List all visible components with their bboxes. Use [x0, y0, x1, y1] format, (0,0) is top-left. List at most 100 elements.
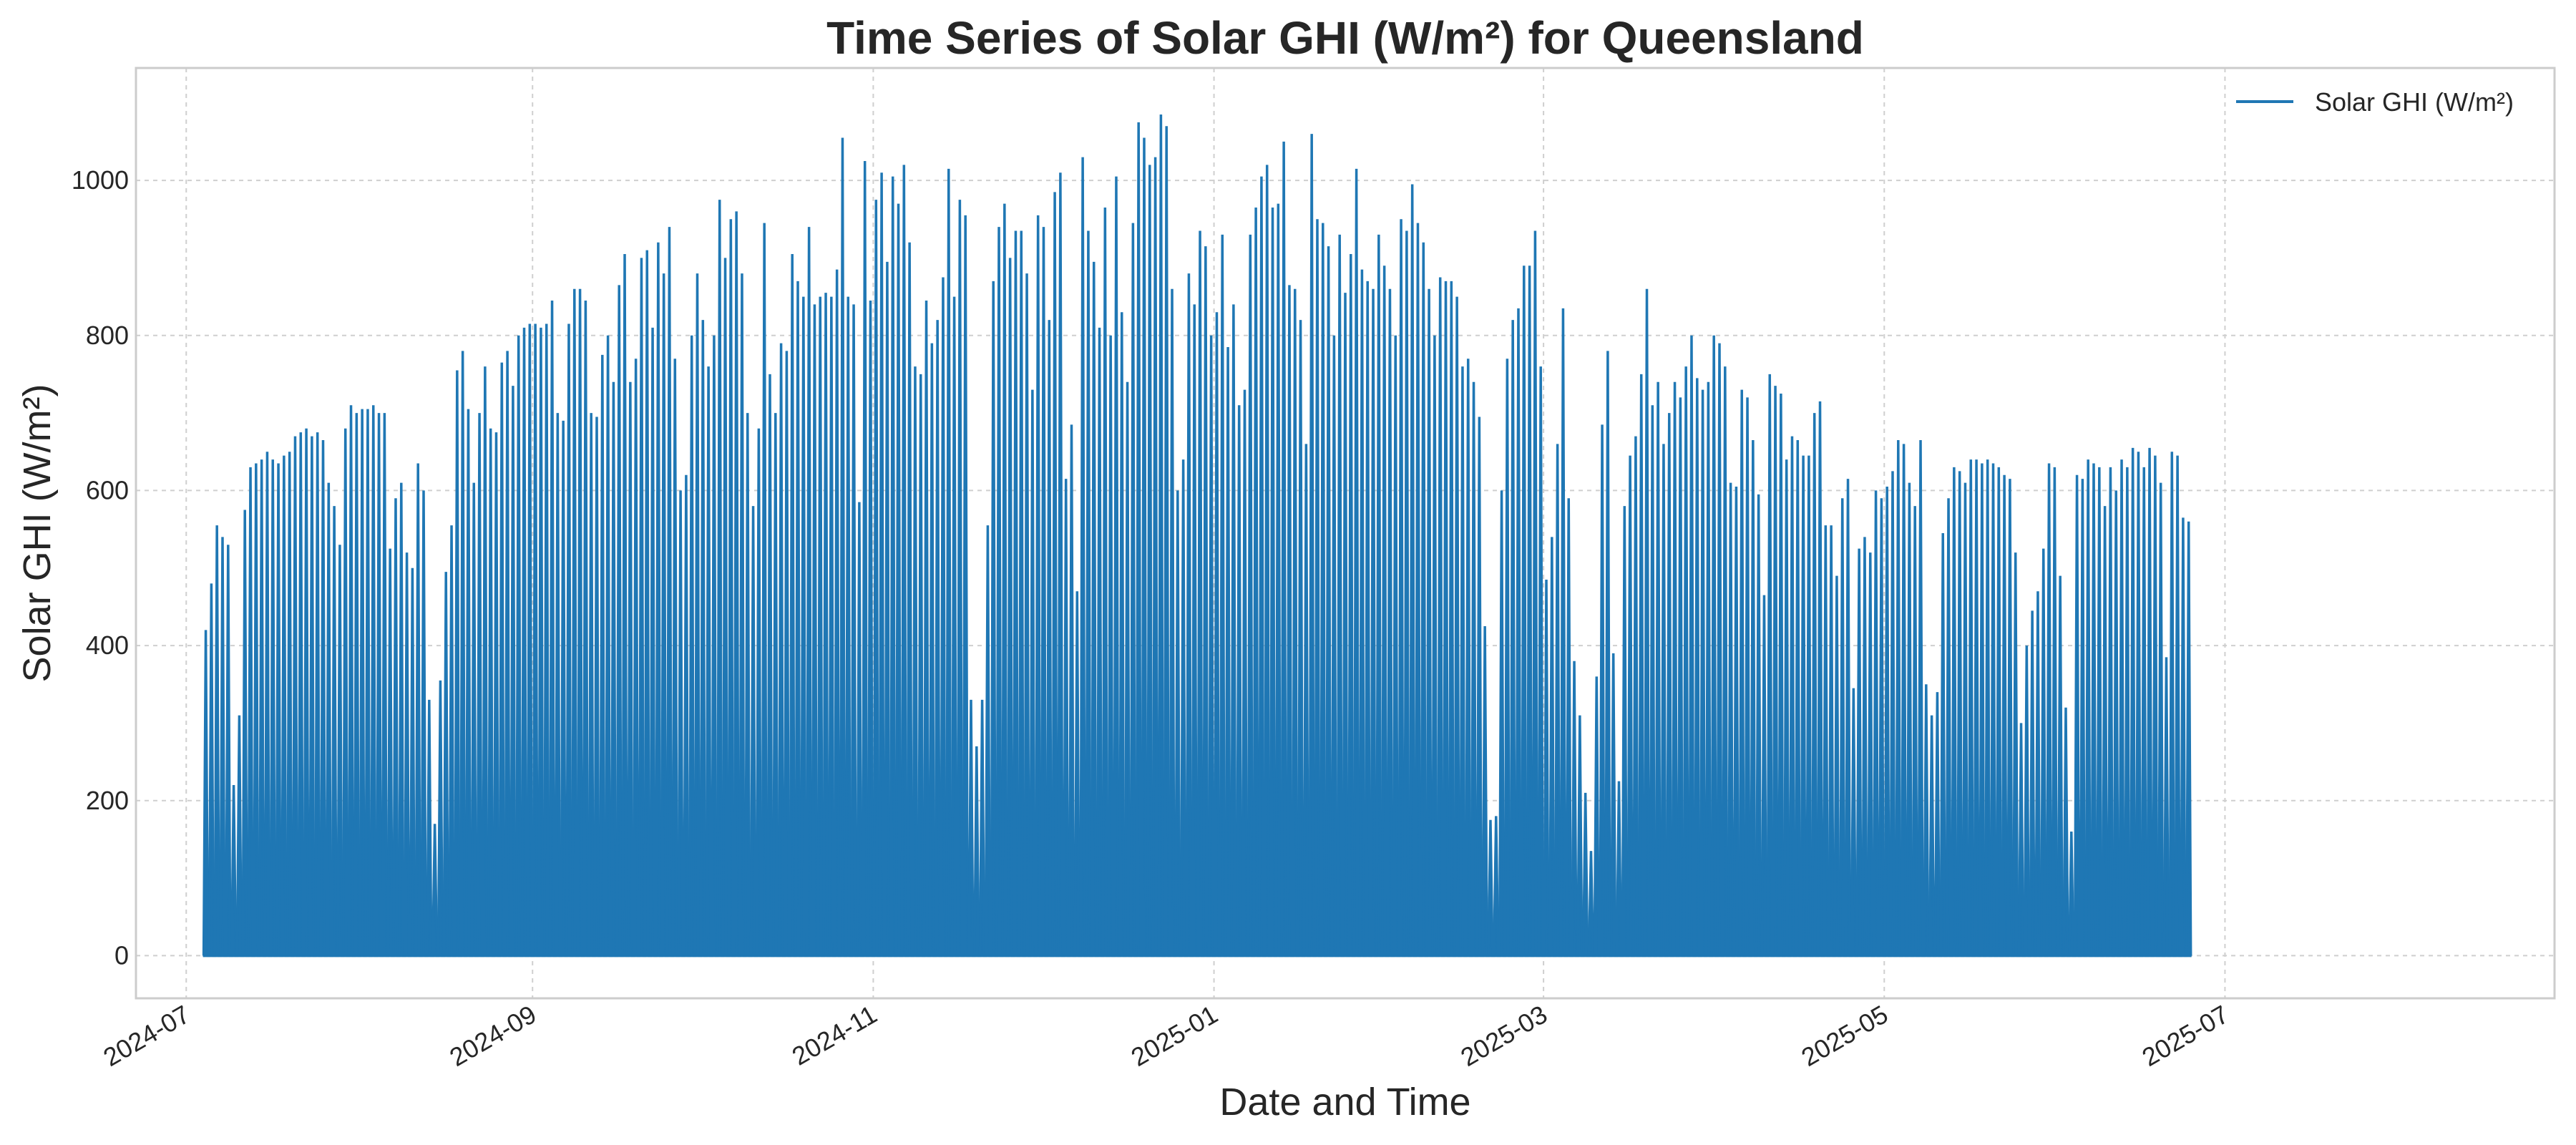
daily-ghi-peak	[839, 137, 847, 958]
daily-ghi-peak	[805, 227, 813, 958]
daily-ghi-peak	[1810, 413, 1818, 958]
daily-ghi-peak	[627, 381, 634, 958]
daily-ghi-peak	[1643, 288, 1651, 958]
daily-ghi-peak	[1872, 490, 1880, 958]
daily-ghi-peak	[934, 320, 941, 958]
daily-ghi-peak	[537, 327, 545, 958]
daily-ghi-peak	[1744, 397, 1751, 958]
daily-ghi-peak	[660, 273, 668, 958]
daily-ghi-peak	[1091, 261, 1098, 958]
daily-ghi-peak	[693, 273, 701, 958]
daily-ghi-peak	[1526, 265, 1533, 958]
daily-ghi-peak	[1375, 234, 1382, 958]
daily-ghi-peak	[1364, 281, 1371, 958]
daily-ghi-peak	[509, 386, 517, 958]
daily-ghi-peak	[1213, 312, 1221, 958]
daily-ghi-peak	[1559, 308, 1567, 958]
daily-ghi-peak	[1487, 819, 1494, 958]
daily-ghi-peak	[381, 413, 389, 958]
daily-ghi-peak	[1408, 184, 1416, 958]
daily-ghi-peak	[1609, 653, 1617, 958]
daily-ghi-peak	[1839, 498, 1846, 958]
daily-ghi-peak	[1246, 234, 1254, 958]
x-tick-label: 2025-03	[1455, 999, 1552, 1072]
daily-ghi-peak	[1493, 816, 1500, 958]
daily-ghi-peak	[1034, 215, 1042, 958]
daily-ghi-peak	[1710, 335, 1717, 958]
daily-ghi-peak	[1794, 439, 1801, 958]
daily-ghi-peak	[476, 413, 483, 958]
daily-ghi-peak	[1531, 230, 1539, 958]
daily-ghi-peak	[643, 250, 650, 958]
data-series	[202, 114, 2192, 958]
daily-ghi-peak	[1677, 397, 1684, 958]
daily-ghi-peak	[426, 699, 433, 958]
daily-ghi-peak	[1459, 366, 1466, 958]
daily-ghi-peak	[571, 288, 578, 958]
daily-ghi-peak	[1816, 401, 1824, 958]
daily-ghi-peak	[2045, 463, 2053, 958]
daily-ghi-peak	[1581, 792, 1589, 958]
daily-ghi-peak	[995, 227, 1002, 958]
daily-ghi-peak	[2157, 482, 2165, 958]
daily-ghi-peak	[2029, 610, 2036, 958]
daily-ghi-peak	[900, 165, 908, 958]
daily-ghi-peak	[1923, 684, 1930, 958]
daily-ghi-peak	[973, 746, 980, 958]
daily-ghi-peak	[1264, 165, 1271, 958]
daily-ghi-peak	[1308, 134, 1315, 958]
daily-ghi-peak	[1196, 230, 1204, 958]
daily-ghi-peak	[2101, 506, 2109, 958]
daily-ghi-peak	[2012, 552, 2019, 958]
daily-ghi-peak	[1258, 176, 1265, 958]
daily-ghi-peak	[1945, 498, 1952, 958]
daily-ghi-peak	[1788, 436, 1796, 958]
daily-ghi-peak	[459, 351, 467, 958]
daily-ghi-peak	[414, 463, 421, 958]
daily-ghi-peak	[990, 281, 997, 958]
daily-ghi-peak	[1861, 537, 1868, 958]
x-tick-label: 2024-09	[444, 999, 541, 1072]
daily-ghi-peak	[247, 467, 254, 958]
daily-ghi-peak	[1141, 137, 1148, 958]
daily-ghi-peak	[1822, 525, 1830, 958]
daily-ghi-peak	[409, 567, 416, 958]
daily-ghi-peak	[884, 261, 891, 958]
daily-ghi-peak	[1503, 359, 1511, 958]
daily-ghi-peak	[548, 300, 556, 958]
daily-ghi-peak	[1453, 296, 1460, 958]
daily-ghi-peak	[878, 172, 885, 958]
daily-ghi-peak	[1465, 359, 1472, 958]
daily-ghi-peak	[297, 432, 304, 958]
daily-ghi-peak	[291, 436, 299, 958]
daily-ghi-peak	[816, 296, 824, 958]
daily-ghi-peak	[1576, 715, 1584, 958]
daily-ghi-peak	[2006, 479, 2014, 958]
daily-ghi-peak	[1850, 688, 1858, 958]
y-axis-label: Solar GHI (W/m²)	[16, 384, 59, 683]
daily-ghi-peak	[1543, 579, 1550, 958]
daily-ghi-peak	[1113, 176, 1120, 958]
daily-ghi-peak	[593, 416, 600, 958]
daily-ghi-peak	[313, 432, 321, 958]
daily-ghi-peak	[1018, 230, 1025, 958]
daily-ghi-peak	[677, 490, 684, 958]
daily-ghi-peak	[1358, 269, 1366, 958]
daily-ghi-peak	[1939, 532, 1946, 958]
daily-ghi-peak	[431, 824, 439, 958]
daily-ghi-peak	[844, 296, 852, 958]
daily-ghi-peak	[1615, 781, 1623, 958]
daily-ghi-peak	[1012, 230, 1020, 958]
daily-ghi-peak	[398, 482, 405, 958]
daily-ghi-peak	[705, 366, 712, 958]
daily-ghi-peak	[721, 258, 729, 958]
daily-ghi-peak	[861, 160, 869, 958]
daily-ghi-peak	[1207, 335, 1215, 958]
daily-ghi-peak	[1989, 463, 1997, 958]
daily-ghi-peak	[1179, 459, 1187, 958]
daily-ghi-peak	[2051, 467, 2059, 958]
daily-ghi-peak	[1682, 366, 1689, 958]
daily-ghi-peak	[1352, 168, 1360, 958]
daily-ghi-peak	[1191, 304, 1198, 958]
